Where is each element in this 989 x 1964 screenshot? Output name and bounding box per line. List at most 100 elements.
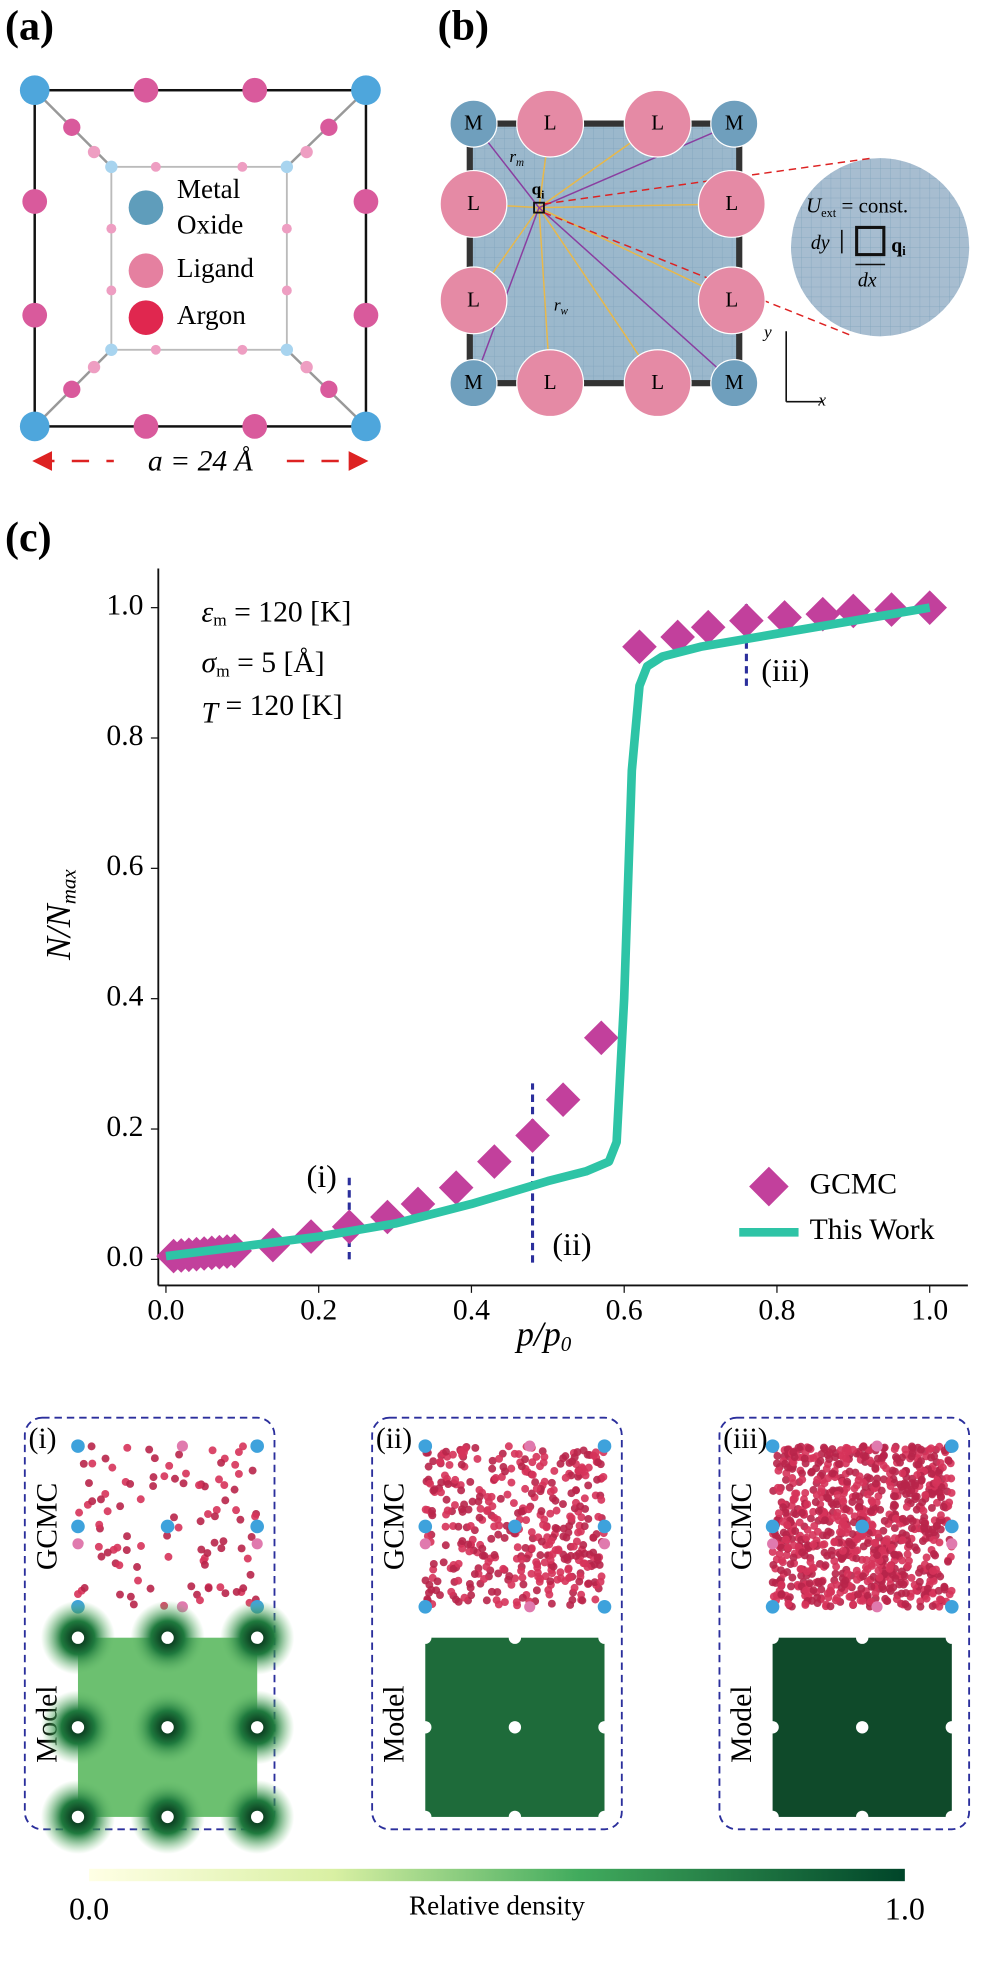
argon-atom bbox=[517, 1507, 526, 1516]
marker-label: (i) bbox=[307, 1158, 337, 1194]
snapshot-label: (iii) bbox=[723, 1423, 767, 1455]
metal-atom bbox=[765, 1439, 780, 1453]
argon-atom bbox=[783, 1568, 792, 1577]
argon-atom bbox=[880, 1443, 889, 1452]
argon-atom bbox=[527, 1489, 536, 1498]
y-tick-label: 0.2 bbox=[106, 1111, 143, 1143]
argon-atom bbox=[772, 1459, 781, 1468]
argon-atom bbox=[898, 1556, 907, 1565]
pore-hole bbox=[945, 1721, 958, 1734]
argon-atom bbox=[454, 1576, 463, 1585]
argon-atom bbox=[947, 1586, 956, 1595]
argon-atom bbox=[216, 1583, 225, 1592]
argon-atom bbox=[933, 1498, 941, 1507]
argon-atom bbox=[527, 1544, 536, 1553]
ligand-atom bbox=[176, 1440, 188, 1452]
argon-atom bbox=[833, 1508, 842, 1517]
argon-atom bbox=[572, 1537, 581, 1546]
colorbar bbox=[89, 1868, 905, 1882]
argon-atom bbox=[809, 1586, 818, 1595]
ligand-node bbox=[516, 349, 585, 418]
argon-atom bbox=[559, 1500, 567, 1509]
argon-atom bbox=[454, 1522, 463, 1531]
argon-atom bbox=[790, 1453, 799, 1462]
argon-atom bbox=[537, 1507, 546, 1516]
argon-atom bbox=[849, 1600, 858, 1609]
argon-atom bbox=[175, 1450, 184, 1459]
argon-atom bbox=[454, 1559, 463, 1568]
argon-atom bbox=[562, 1533, 571, 1542]
argon-atom bbox=[122, 1546, 131, 1555]
argon-atom bbox=[517, 1462, 526, 1471]
argon-atom bbox=[827, 1551, 836, 1560]
argon-atom bbox=[890, 1500, 899, 1509]
argon-atom bbox=[551, 1496, 560, 1505]
argon-atom bbox=[591, 1448, 600, 1457]
argon-atom bbox=[869, 1572, 878, 1581]
argon-atom bbox=[852, 1554, 861, 1563]
argon-atom bbox=[878, 1546, 887, 1555]
lattice-label: a = 24 Å bbox=[148, 445, 254, 477]
argon-atom bbox=[464, 1540, 473, 1549]
argon-atom bbox=[940, 1585, 949, 1594]
argon-atom bbox=[786, 1560, 795, 1568]
y-label-main: N/N bbox=[40, 902, 78, 961]
ligand-atom bbox=[251, 1538, 263, 1550]
argon-atom bbox=[791, 1527, 800, 1535]
argon-atom bbox=[900, 1479, 909, 1488]
argon-atom bbox=[467, 1591, 476, 1600]
gcmc-point bbox=[690, 609, 726, 645]
argon-atom bbox=[433, 1577, 442, 1586]
argon-atom bbox=[882, 1537, 891, 1546]
argon-atom bbox=[779, 1517, 787, 1526]
argon-atom bbox=[774, 1509, 783, 1518]
node-label: L bbox=[725, 191, 738, 215]
argon-atom bbox=[897, 1567, 906, 1576]
pore-hole bbox=[945, 1810, 958, 1824]
argon-atom bbox=[536, 1551, 545, 1560]
argon-atom bbox=[440, 1471, 449, 1480]
metal-node bbox=[449, 99, 498, 148]
argon-atom bbox=[566, 1573, 575, 1581]
argon-atom bbox=[843, 1477, 852, 1486]
argon-atom bbox=[802, 1586, 810, 1595]
argon-atom bbox=[137, 1542, 145, 1550]
metal-atom bbox=[160, 1519, 175, 1534]
ligand-atom bbox=[871, 1440, 883, 1452]
argon-atom bbox=[800, 1551, 809, 1560]
argon-atom bbox=[885, 1584, 894, 1593]
argon-atom bbox=[805, 1579, 814, 1588]
argon-atom bbox=[862, 1555, 871, 1564]
argon-atom bbox=[527, 1569, 536, 1578]
argon-atom bbox=[814, 1507, 823, 1515]
argon-atom bbox=[810, 1522, 819, 1530]
argon-atom bbox=[441, 1541, 450, 1550]
argon-atom bbox=[442, 1510, 451, 1519]
point-box bbox=[533, 201, 545, 214]
argon-atom bbox=[898, 1486, 907, 1495]
argon-atom bbox=[898, 1514, 907, 1523]
argon-atom bbox=[867, 1582, 876, 1591]
argon-atom bbox=[768, 1578, 777, 1587]
argon-atom bbox=[798, 1509, 806, 1517]
argon-atom bbox=[874, 1566, 883, 1575]
argon-atom bbox=[501, 1467, 509, 1476]
argon-atom bbox=[524, 1505, 533, 1514]
argon-atom bbox=[503, 1490, 512, 1499]
argon-atom bbox=[583, 1563, 592, 1571]
argon-atom bbox=[219, 1537, 228, 1546]
argon-atom bbox=[820, 1548, 829, 1557]
argon-atom bbox=[164, 1552, 173, 1561]
argon-atom bbox=[475, 1486, 484, 1494]
argon-atom bbox=[531, 1478, 540, 1487]
argon-atom bbox=[554, 1545, 563, 1554]
param-rest: = 120 [K] bbox=[227, 596, 352, 628]
argon-atom bbox=[828, 1514, 837, 1523]
param-symbol: ε bbox=[202, 596, 214, 628]
argon-atom bbox=[75, 1508, 84, 1517]
ligand-atom bbox=[419, 1538, 431, 1550]
legend-metal bbox=[128, 190, 164, 225]
argon-atom bbox=[566, 1512, 575, 1521]
argon-atom bbox=[471, 1444, 480, 1452]
argon-atom bbox=[889, 1492, 898, 1501]
